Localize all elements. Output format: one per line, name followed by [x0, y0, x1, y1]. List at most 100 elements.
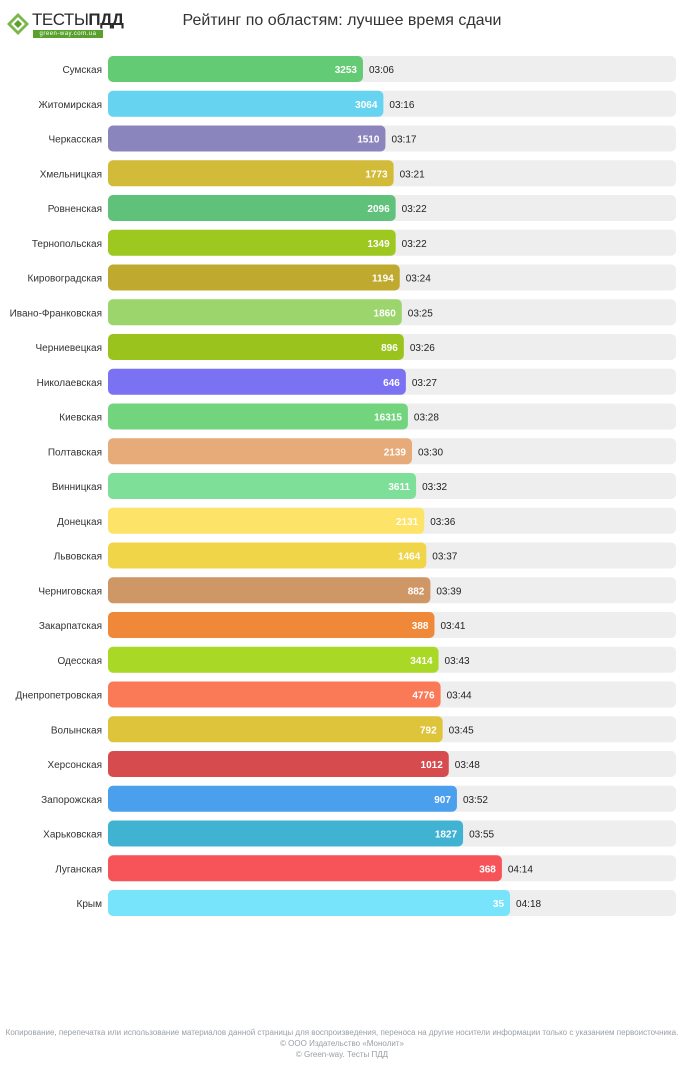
bar-count-label: 1860 — [374, 308, 397, 319]
bar-count-label: 1510 — [357, 135, 380, 146]
bar-time-label: 03:16 — [389, 100, 414, 111]
bar[interactable] — [108, 473, 417, 499]
bar[interactable] — [108, 334, 404, 360]
bar-time-label: 03:36 — [430, 517, 455, 528]
bar-count-label: 388 — [412, 621, 429, 632]
bar-count-label: 646 — [383, 378, 400, 389]
category-label: Луганская — [55, 864, 102, 875]
bar-count-label: 907 — [434, 795, 451, 806]
footer: Копирование, перепечатка или использован… — [0, 1027, 684, 1060]
bar-count-label: 3414 — [410, 656, 433, 667]
bar-time-label: 03:24 — [406, 274, 431, 285]
category-label: Ровненская — [48, 204, 102, 215]
bar[interactable] — [108, 751, 449, 777]
bar-count-label: 1349 — [367, 239, 390, 250]
bar-count-label: 3611 — [388, 482, 410, 493]
bar-count-label: 3064 — [355, 100, 378, 111]
bar[interactable] — [108, 403, 408, 430]
bar[interactable] — [108, 577, 431, 604]
bar[interactable] — [108, 90, 384, 117]
bar-time-label: 03:43 — [445, 656, 470, 667]
bar-count-label: 1012 — [421, 760, 444, 771]
bar[interactable] — [108, 438, 412, 465]
bar-count-label: 16315 — [374, 413, 402, 424]
bar-time-label: 03:37 — [432, 552, 457, 563]
bar[interactable] — [108, 542, 427, 569]
category-label: Запорожская — [41, 795, 102, 806]
bar-time-label: 03:27 — [412, 378, 437, 389]
bar-time-label: 03:41 — [440, 621, 465, 632]
footer-publisher: © ООО Издательство «Монолит» — [280, 1039, 404, 1048]
category-label: Черниевецкая — [35, 343, 102, 354]
bar-time-label: 03:25 — [408, 308, 433, 319]
bar-count-label: 368 — [479, 864, 496, 875]
bar-count-label: 3253 — [335, 65, 358, 76]
chart-title: Рейтинг по областям: лучшее время сдачи — [182, 12, 502, 29]
bar-time-label: 03:22 — [402, 239, 427, 250]
bar-time-label: 03:06 — [369, 65, 394, 76]
bar-time-label: 04:14 — [508, 864, 533, 875]
logo[interactable]: ТЕСТЫПДД green-way.com.ua — [6, 10, 124, 40]
bar-count-label: 1773 — [365, 169, 388, 180]
bar[interactable] — [108, 56, 363, 82]
bar[interactable] — [108, 646, 439, 673]
bar[interactable] — [108, 716, 443, 743]
category-label: Винницкая — [52, 482, 102, 493]
logo-wordmark: ТЕСТЫПДД — [32, 10, 124, 29]
category-label: Днепропетровская — [15, 691, 102, 702]
bar-time-label: 03:28 — [414, 413, 439, 424]
category-label: Закарпатская — [39, 621, 102, 632]
bar[interactable] — [108, 681, 441, 708]
bar-time-label: 03:21 — [400, 169, 425, 180]
bar[interactable] — [108, 507, 425, 534]
category-label: Житомирская — [39, 100, 102, 111]
category-label: Тернопольская — [32, 239, 102, 250]
bar-count-label: 1194 — [372, 274, 394, 285]
bar-count-label: 4776 — [412, 691, 435, 702]
bar-count-label: 792 — [420, 725, 437, 736]
bar-count-label: 35 — [493, 899, 505, 910]
bar[interactable] — [108, 890, 511, 916]
bar[interactable] — [108, 820, 464, 847]
bar-count-label: 1464 — [398, 552, 421, 563]
category-label: Хмельницкая — [40, 169, 102, 180]
category-label: Одесская — [57, 656, 102, 667]
category-label: Кировоградская — [28, 274, 102, 285]
bar-time-label: 03:39 — [436, 586, 461, 597]
bar[interactable] — [108, 612, 435, 638]
bar[interactable] — [108, 299, 402, 326]
bar[interactable] — [108, 229, 396, 256]
bar[interactable] — [108, 368, 406, 395]
bar-count-label: 2139 — [384, 447, 407, 458]
category-label: Донецкая — [57, 517, 102, 528]
category-label: Черниговская — [38, 586, 102, 597]
logo-subtitle: green-way.com.ua — [33, 30, 103, 38]
category-label: Львовская — [54, 552, 102, 563]
bar-time-label: 03:48 — [455, 760, 480, 771]
bar-time-label: 03:26 — [410, 343, 435, 354]
category-label: Николаевская — [37, 378, 102, 389]
category-label: Крым — [77, 899, 103, 910]
category-label: Черкасская — [48, 135, 102, 146]
bar-chart: Сумская 3253 03:06 Житомирская 3064 03:16 Черк… — [10, 56, 676, 916]
bar[interactable] — [108, 125, 386, 152]
bar-count-label: 882 — [408, 586, 425, 597]
bar[interactable] — [108, 855, 502, 882]
bar-count-label: 2131 — [396, 517, 419, 528]
bar-time-label: 03:22 — [402, 204, 427, 215]
bar-time-label: 03:32 — [422, 482, 447, 493]
bar[interactable] — [108, 264, 400, 291]
bar[interactable] — [108, 785, 457, 812]
bar-time-label: 03:52 — [463, 795, 488, 806]
bar-time-label: 03:30 — [418, 447, 443, 458]
bar-time-label: 03:17 — [391, 135, 416, 146]
bar-count-label: 1827 — [435, 830, 458, 841]
bar-time-label: 03:45 — [449, 725, 474, 736]
bar[interactable] — [108, 195, 396, 221]
bar[interactable] — [108, 160, 394, 187]
category-label: Ивано-Франковская — [10, 308, 102, 319]
bar-time-label: 03:44 — [447, 691, 472, 702]
category-label: Волынская — [51, 725, 102, 736]
bar-count-label: 2096 — [367, 204, 390, 215]
category-label: Полтавская — [48, 447, 102, 458]
